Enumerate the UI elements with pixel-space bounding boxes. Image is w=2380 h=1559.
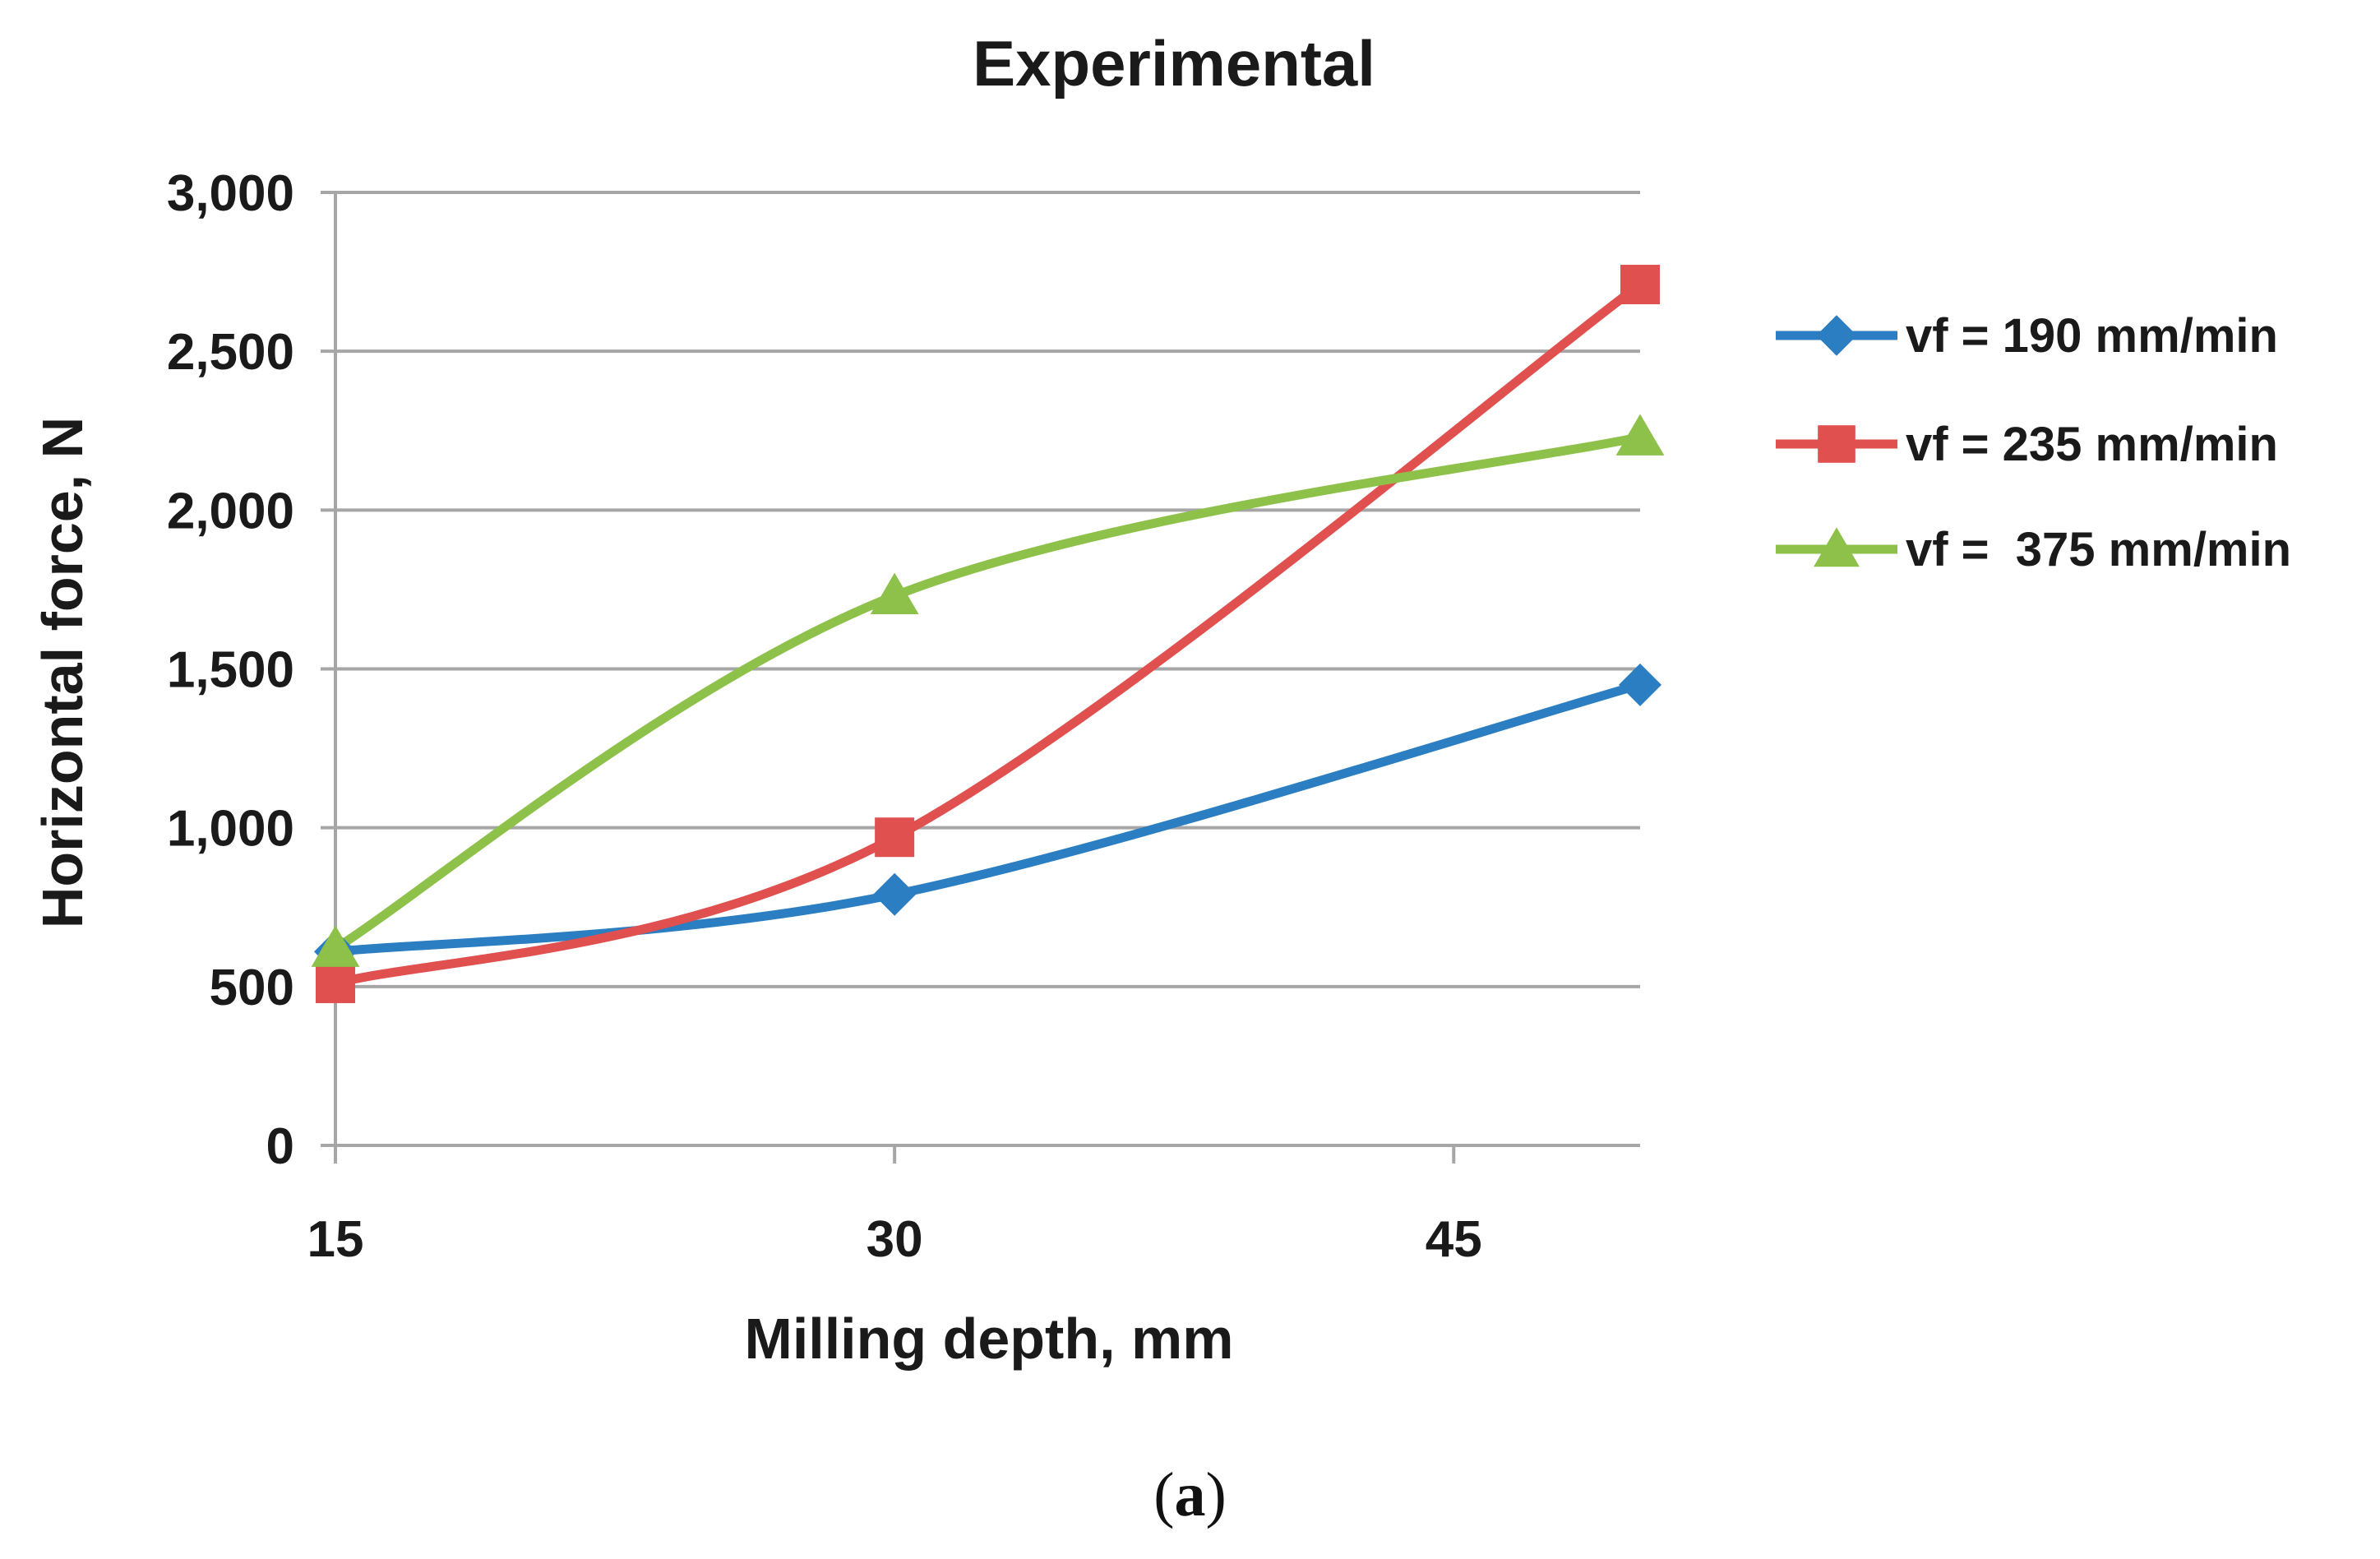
y-tick-label: 2,000	[167, 483, 294, 539]
caption-close: )	[1205, 1460, 1227, 1529]
series-markers	[311, 265, 1665, 1003]
series-lines	[330, 280, 1645, 988]
data-point-series-1	[1619, 663, 1661, 706]
figure-caption: (a)	[0, 1460, 2380, 1531]
data-point-series-2	[316, 963, 355, 1003]
data-point-series-2	[875, 817, 915, 858]
data-point-series-3	[870, 572, 919, 615]
caption-letter: a	[1174, 1460, 1206, 1529]
y-tick-label: 3,000	[167, 165, 294, 222]
data-point-series-3	[1615, 414, 1665, 456]
y-tick-label: 0	[266, 1118, 294, 1175]
caption-open: (	[1153, 1460, 1175, 1529]
legend-label: vf = 375 mm/min	[1906, 523, 2291, 576]
legend-swatch-marker	[1818, 425, 1855, 463]
data-point-series-1	[873, 872, 917, 916]
legend-label: vf = 190 mm/min	[1906, 309, 2278, 363]
legend-swatch-marker	[1816, 315, 1857, 356]
y-tick-label: 2,500	[167, 324, 294, 381]
series-line-1	[330, 680, 1645, 956]
y-tick-label: 1,000	[167, 801, 294, 858]
legend: vf = 190 mm/min vf = 235 mm/min vf = 375 m…	[1776, 309, 2291, 576]
axes	[321, 191, 1640, 1163]
series-line-2	[330, 280, 1645, 988]
y-tick-label: 1,500	[167, 642, 294, 699]
x-tick-label: 45	[1426, 1211, 1482, 1268]
y-axis-label: Horizontal force, N	[30, 417, 95, 928]
data-point-series-3	[311, 925, 360, 967]
legend-label: vf = 235 mm/min	[1906, 418, 2278, 471]
x-tick-labels: 15 30 45	[307, 1211, 1482, 1268]
y-tick-label: 500	[210, 960, 294, 1016]
x-tick-label: 30	[867, 1211, 923, 1268]
gridlines	[335, 191, 1640, 988]
x-axis-label: Milling depth, mm	[745, 1307, 1234, 1371]
legend-swatch-marker	[1814, 527, 1860, 567]
chart-title: Experimental	[973, 27, 1375, 99]
data-point-series-2	[1620, 265, 1660, 305]
y-tick-labels: 0 500 1,000 1,500 2,000 2,500 3,000	[167, 165, 294, 1175]
x-tick-label: 15	[307, 1211, 364, 1268]
